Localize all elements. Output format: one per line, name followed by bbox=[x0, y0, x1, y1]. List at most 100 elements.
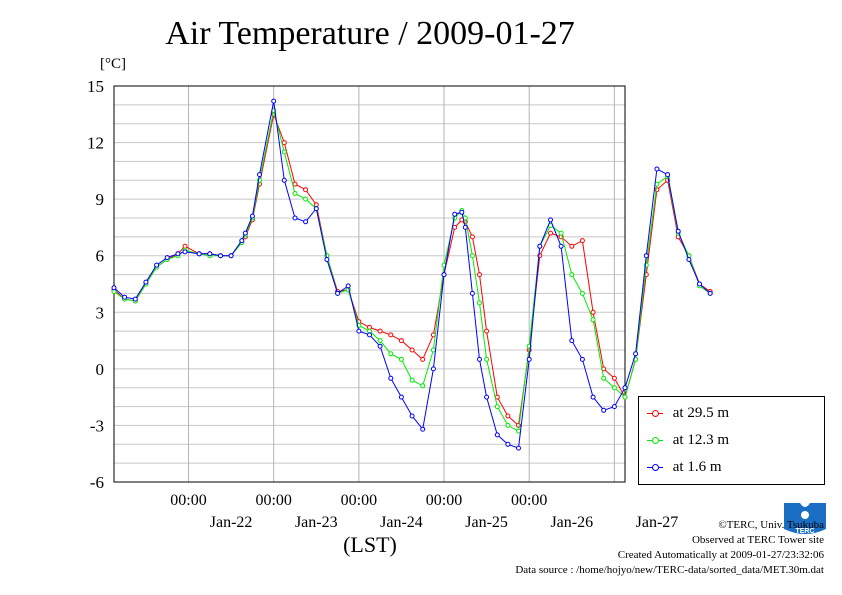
series-line-1 bbox=[113, 110, 711, 432]
series-point-1 bbox=[579, 290, 585, 296]
series-point-2 bbox=[420, 426, 426, 432]
series-point-0 bbox=[484, 328, 490, 334]
chart-title: Air Temperature / 2009-01-27 bbox=[165, 15, 575, 52]
series-point-1 bbox=[622, 394, 628, 400]
series-point-2 bbox=[335, 290, 341, 296]
y-tick-label: 12 bbox=[87, 134, 104, 153]
x-day-label: Jan-26 bbox=[550, 514, 593, 531]
x-day-label: Jan-23 bbox=[295, 514, 338, 531]
series-point-1 bbox=[303, 196, 309, 202]
series-point-1 bbox=[377, 338, 383, 344]
series-point-0 bbox=[548, 230, 553, 236]
series-point-2 bbox=[228, 253, 234, 259]
series-point-2 bbox=[196, 251, 202, 257]
series-point-2 bbox=[516, 445, 521, 451]
y-tick-label: -3 bbox=[90, 416, 104, 435]
series-point-1 bbox=[601, 375, 607, 381]
series-point-0 bbox=[398, 338, 404, 344]
legend-label-29-5m: at 29.5 m bbox=[672, 405, 729, 421]
legend-item-12-3m: at 12.3 m bbox=[647, 430, 729, 450]
series-point-2 bbox=[249, 213, 255, 219]
series-point-2 bbox=[207, 251, 213, 257]
series-point-2 bbox=[558, 243, 564, 249]
series-point-2 bbox=[367, 332, 372, 338]
series-point-2 bbox=[675, 228, 681, 234]
series-point-0 bbox=[516, 422, 521, 428]
series-point-2 bbox=[579, 356, 585, 362]
legend-swatch-29-5m bbox=[647, 410, 663, 418]
series-point-2 bbox=[462, 224, 468, 230]
legend-item-1-6m: at 1.6 m bbox=[647, 457, 722, 477]
series-point-2 bbox=[622, 385, 628, 391]
series-point-0 bbox=[579, 238, 585, 244]
y-axis-unit-label: [°C] bbox=[100, 56, 126, 72]
credit-source: Data source : /home/hojyo/new/TERC-data/… bbox=[515, 564, 824, 576]
series-point-2 bbox=[548, 217, 553, 223]
series-point-2 bbox=[324, 257, 330, 262]
series-point-2 bbox=[441, 272, 447, 278]
series-point-0 bbox=[420, 356, 426, 362]
series-point-1 bbox=[292, 191, 298, 196]
series-point-2 bbox=[477, 356, 482, 362]
series-point-2 bbox=[398, 394, 404, 400]
series-point-2 bbox=[601, 407, 607, 413]
legend-swatch-1-6m bbox=[647, 464, 663, 472]
series-point-1 bbox=[477, 300, 482, 306]
series-point-2 bbox=[459, 209, 465, 215]
series-point-1 bbox=[430, 347, 436, 353]
terc-logo-icon: TERC bbox=[784, 503, 826, 535]
series-point-2 bbox=[175, 251, 181, 257]
legend-label-1-6m: at 1.6 m bbox=[672, 459, 722, 475]
y-tick-label: 0 bbox=[96, 360, 105, 379]
series-point-2 bbox=[505, 441, 511, 447]
series-point-0 bbox=[303, 187, 309, 193]
x-day-label: Jan-22 bbox=[210, 514, 253, 531]
series-point-1 bbox=[569, 272, 575, 278]
series-point-0 bbox=[292, 181, 298, 187]
series-point-2 bbox=[537, 243, 543, 249]
series-point-2 bbox=[526, 356, 532, 362]
y-tick-label: 15 bbox=[87, 77, 104, 96]
series-point-2 bbox=[271, 98, 277, 104]
series-point-2 bbox=[452, 211, 458, 217]
y-tick-label: 9 bbox=[96, 190, 105, 209]
x-tick-label: 00:00 bbox=[170, 492, 206, 509]
series-point-2 bbox=[388, 375, 394, 381]
series-point-2 bbox=[611, 404, 617, 410]
series-point-2 bbox=[430, 366, 436, 372]
series-point-2 bbox=[218, 253, 223, 259]
x-day-label: Jan-25 bbox=[465, 514, 508, 531]
credit-site: Observed at TERC Tower site bbox=[691, 534, 824, 546]
series-point-1 bbox=[281, 149, 287, 155]
series-point-1 bbox=[611, 385, 617, 391]
series-point-2 bbox=[494, 432, 500, 438]
series-point-2 bbox=[643, 253, 649, 259]
series-point-2 bbox=[122, 294, 128, 300]
series-point-0 bbox=[477, 272, 482, 278]
x-tick-label: 00:00 bbox=[341, 492, 377, 509]
credits-block: ©TERC, Univ. Tsukuba Observed at TERC To… bbox=[515, 518, 824, 578]
legend-item-29-5m: at 29.5 m bbox=[647, 403, 729, 423]
series-point-1 bbox=[388, 351, 394, 357]
series-point-0 bbox=[409, 347, 415, 353]
series-point-2 bbox=[154, 262, 160, 268]
plot-frame bbox=[113, 85, 626, 483]
x-day-label: Jan-24 bbox=[380, 514, 423, 531]
series-point-2 bbox=[654, 166, 660, 172]
series-point-0 bbox=[611, 375, 617, 381]
legend-swatch-12-3m bbox=[647, 437, 663, 445]
series-point-0 bbox=[469, 234, 475, 240]
series-point-1 bbox=[484, 356, 490, 362]
series-point-0 bbox=[281, 140, 287, 146]
series-point-2 bbox=[633, 351, 639, 357]
series-point-0 bbox=[388, 332, 394, 338]
series-point-2 bbox=[345, 283, 351, 289]
series-point-2 bbox=[257, 172, 262, 178]
series-point-1 bbox=[469, 253, 475, 259]
logo-text: TERC bbox=[795, 528, 814, 535]
series-point-2 bbox=[292, 215, 298, 221]
series-point-1 bbox=[494, 404, 500, 410]
x-tick-label: 00:00 bbox=[426, 492, 462, 509]
series-point-2 bbox=[484, 394, 490, 400]
x-tick-label: 00:00 bbox=[255, 492, 291, 509]
